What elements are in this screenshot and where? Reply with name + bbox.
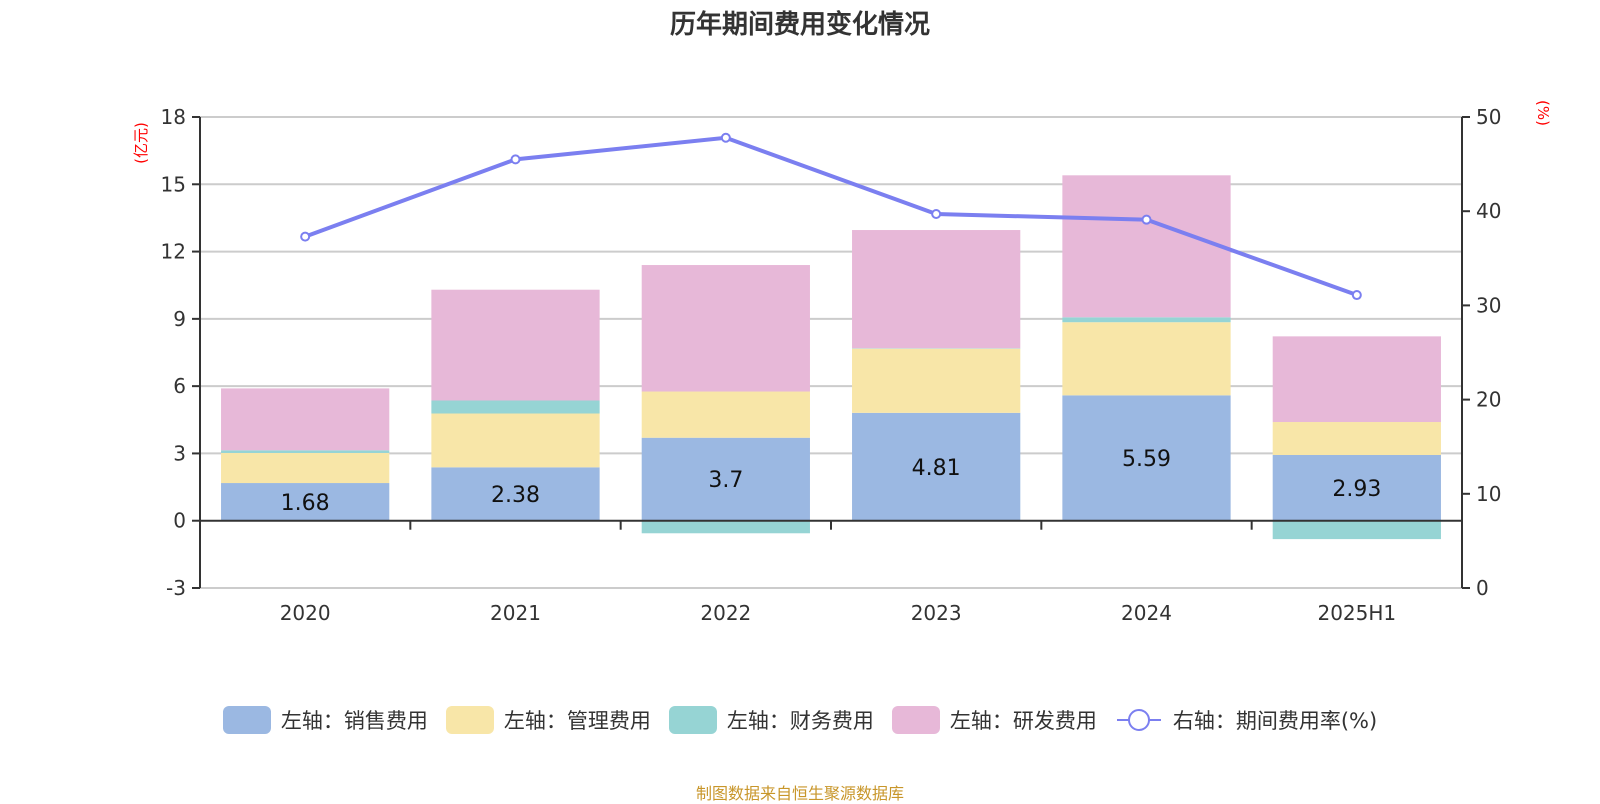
bar-value-label: 4.81 (912, 456, 961, 481)
bar-value-label: 2.93 (1332, 477, 1381, 502)
bar-segment (221, 450, 389, 453)
bar-value-label: 2.38 (491, 483, 540, 508)
x-axis-tick-label: 2022 (700, 601, 751, 625)
x-axis-tick-label: 2024 (1121, 601, 1172, 625)
right-axis-tick-label: 20 (1476, 388, 1501, 412)
legend-item-sales[interactable]: 左轴：销售费用 (223, 705, 428, 735)
legend-swatch-admin (446, 706, 494, 734)
legend-label-sales: 左轴：销售费用 (281, 705, 428, 735)
rate-point (512, 155, 520, 163)
bar-value-label: 5.59 (1122, 447, 1171, 472)
legend-label-admin: 左轴：管理费用 (504, 705, 651, 735)
legend-swatch-rnd (892, 706, 940, 734)
rate-point (301, 233, 309, 241)
right-axis-tick-label: 10 (1476, 482, 1501, 506)
right-axis-tick-label: 50 (1476, 105, 1501, 129)
bar-segment (852, 230, 1020, 348)
left-axis-tick-label: 18 (161, 105, 186, 129)
bar-segment (1273, 521, 1441, 539)
left-axis-tick-label: 0 (173, 509, 186, 533)
legend-item-finance[interactable]: 左轴：财务费用 (669, 705, 874, 735)
rate-point (932, 210, 940, 218)
bar-segment (642, 265, 810, 391)
line-marker-icon (1115, 706, 1163, 734)
left-axis-unit: (亿元) (132, 122, 150, 164)
rate-point (1143, 216, 1151, 224)
x-axis-tick-label: 2020 (280, 601, 331, 625)
bar-series (221, 175, 1441, 539)
legend-label-finance: 左轴：财务费用 (727, 705, 874, 735)
bar-segment (1273, 422, 1441, 455)
left-axis-tick-label: -3 (166, 576, 186, 600)
right-axis-tick-label: 40 (1476, 199, 1501, 223)
legend-label-rnd: 左轴：研发费用 (950, 705, 1097, 735)
bar-segment (1273, 336, 1441, 422)
left-axis-tick-label: 9 (173, 307, 186, 331)
left-axis-tick-label: 15 (161, 172, 186, 196)
bar-segment (1062, 175, 1230, 317)
legend-item-admin[interactable]: 左轴：管理费用 (446, 705, 651, 735)
bar-segment (221, 453, 389, 483)
bar-segment (431, 414, 599, 468)
bar-segment (1062, 322, 1230, 395)
legend-label-rate: 右轴：期间费用率(%) (1173, 705, 1377, 735)
rate-point (1353, 291, 1361, 299)
legend-swatch-finance (669, 706, 717, 734)
bar-segment (431, 400, 599, 413)
bar-value-label: 1.68 (281, 491, 330, 516)
left-axis-tick-label: 12 (161, 240, 186, 264)
bar-segment (642, 521, 810, 534)
legend-swatch-sales (223, 706, 271, 734)
right-axis-unit: (%) (1534, 100, 1552, 126)
x-axis-tick-label: 2025H1 (1317, 601, 1396, 625)
bar-segment (431, 290, 599, 401)
legend: 左轴：销售费用 左轴：管理费用 左轴：财务费用 左轴：研发费用 右轴：期间费用率… (0, 705, 1600, 735)
left-axis-tick-label: 6 (173, 374, 186, 398)
rate-point (722, 134, 730, 142)
bar-segment (1062, 317, 1230, 322)
bar-value-label: 3.7 (708, 468, 743, 493)
left-axis-tick-label: 3 (173, 441, 186, 465)
bar-segment (642, 392, 810, 438)
right-axis-tick-label: 0 (1476, 576, 1489, 600)
x-axis-tick-label: 2023 (911, 601, 962, 625)
bar-segment (852, 349, 1020, 413)
right-axis-tick-label: 30 (1476, 293, 1501, 317)
bar-segment (221, 388, 389, 450)
legend-item-rnd[interactable]: 左轴：研发费用 (892, 705, 1097, 735)
x-axis-tick-label: 2021 (490, 601, 541, 625)
legend-item-rate[interactable]: 右轴：期间费用率(%) (1115, 705, 1377, 735)
source-note: 制图数据来自恒生聚源数据库 (0, 780, 1600, 804)
